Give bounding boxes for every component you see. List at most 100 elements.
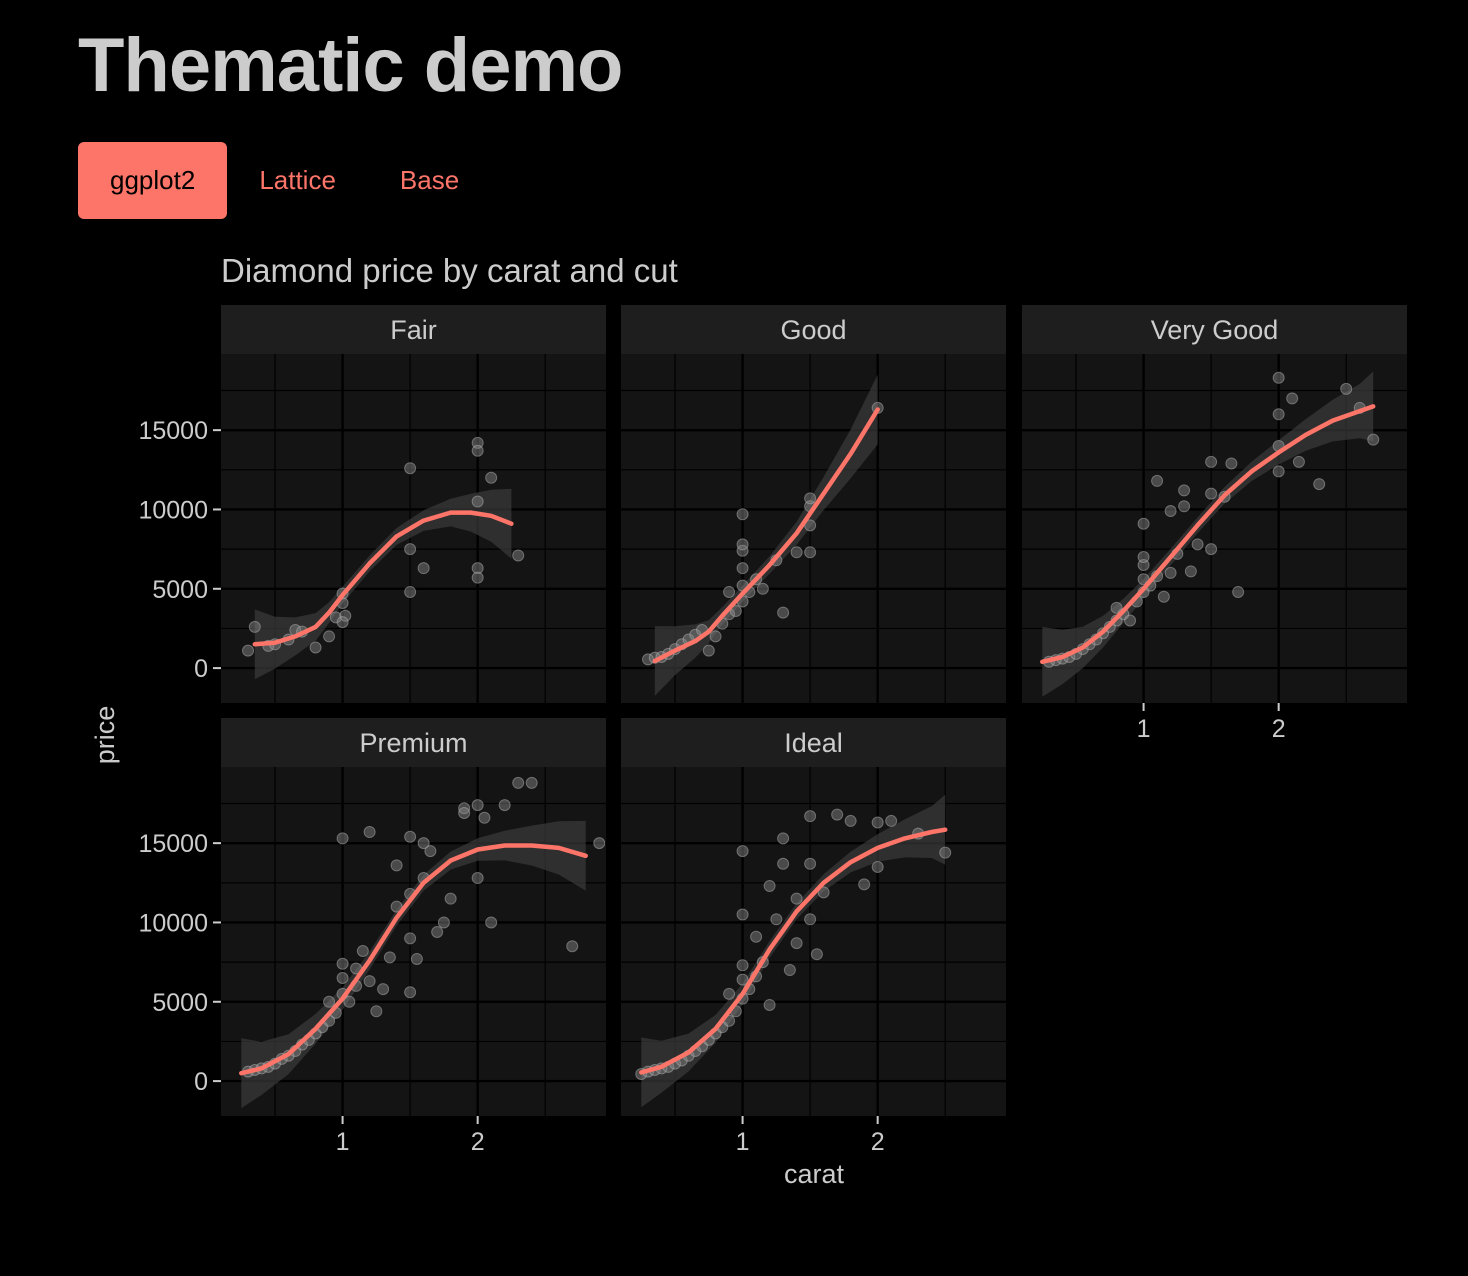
data-point: [512, 776, 525, 789]
data-point: [417, 837, 430, 850]
data-point: [770, 913, 783, 926]
y-axis-label: price: [90, 706, 120, 765]
data-point: [831, 808, 844, 821]
facet-strip: [221, 305, 606, 354]
facet-strip-label: Fair: [390, 315, 437, 345]
data-point: [404, 462, 417, 475]
data-point: [356, 945, 369, 958]
data-point: [844, 814, 857, 827]
data-point: [1124, 614, 1137, 627]
data-point: [790, 937, 803, 950]
x-tick-label: 2: [1272, 715, 1286, 743]
data-point: [410, 952, 423, 965]
facet-strip: [221, 718, 606, 767]
data-point: [736, 959, 749, 972]
data-point: [1205, 487, 1218, 500]
data-point: [804, 492, 817, 505]
facet-strip-label: Premium: [359, 728, 467, 758]
data-point: [390, 900, 403, 913]
page-title: Thematic demo: [78, 23, 623, 108]
data-point: [471, 799, 484, 812]
data-point: [478, 811, 491, 824]
data-point: [248, 620, 261, 633]
data-point: [777, 857, 790, 870]
data-point: [329, 611, 342, 624]
data-point: [763, 879, 776, 892]
data-point: [1232, 585, 1245, 598]
data-point: [471, 562, 484, 575]
data-point: [404, 585, 417, 598]
tab-ggplot2[interactable]: ggplot2: [78, 142, 228, 219]
data-point: [343, 995, 356, 1008]
tab-lattice[interactable]: Lattice: [259, 165, 336, 195]
data-point: [336, 957, 349, 970]
confidence-band: [654, 374, 878, 696]
data-point: [424, 845, 437, 858]
data-point: [736, 562, 749, 575]
x-tick-label: 2: [871, 1128, 885, 1156]
x-tick-label: 2: [471, 1128, 485, 1156]
facet-good: Good: [621, 305, 1006, 703]
data-point: [723, 987, 736, 1000]
data-point: [512, 549, 525, 562]
data-point: [1292, 455, 1305, 468]
data-point: [1151, 474, 1164, 487]
y-tick-label: 10000: [138, 496, 208, 524]
data-point: [702, 644, 715, 657]
x-tick-label: 1: [336, 1128, 350, 1156]
data-point: [458, 807, 471, 820]
y-tick-label: 15000: [138, 830, 208, 858]
data-point: [1178, 484, 1191, 497]
data-point: [1286, 392, 1299, 405]
data-point: [736, 508, 749, 521]
y-tick-label: 5000: [152, 576, 208, 604]
tab-base[interactable]: Base: [399, 165, 460, 195]
y-tick-label: 5000: [152, 989, 208, 1017]
data-point: [1157, 590, 1170, 603]
data-point: [723, 585, 736, 598]
data-point: [404, 986, 417, 999]
y-tick-label: 0: [194, 1068, 208, 1096]
confidence-band: [1042, 371, 1374, 697]
data-point: [1191, 538, 1204, 551]
chart-title: Diamond price by carat and cut: [221, 252, 678, 289]
data-point: [804, 810, 817, 823]
data-point: [323, 630, 336, 643]
data-point: [871, 816, 884, 829]
data-point: [417, 562, 430, 575]
data-point: [790, 546, 803, 559]
x-axis-label: carat: [784, 1159, 845, 1189]
y-tick-label: 0: [194, 655, 208, 683]
data-point: [763, 998, 776, 1011]
smooth-line: [252, 510, 514, 647]
data-point: [783, 964, 796, 977]
data-point: [242, 644, 255, 657]
facet-strip-label: Ideal: [784, 728, 843, 758]
data-point: [471, 444, 484, 457]
data-point: [736, 973, 749, 986]
data-point: [871, 860, 884, 873]
data-point: [1137, 551, 1150, 564]
facet-strip: [621, 718, 1006, 767]
data-point: [377, 983, 390, 996]
data-point: [471, 872, 484, 885]
data-point: [498, 799, 511, 812]
data-point: [1205, 543, 1218, 556]
y-tick-label: 10000: [138, 909, 208, 937]
data-point: [471, 495, 484, 508]
facet-strip: [621, 305, 1006, 354]
data-point: [363, 826, 376, 839]
data-point: [1313, 478, 1326, 491]
facet-premium: Premium 0 5000 10000 15000 1 2: [138, 718, 606, 1156]
data-point: [1164, 505, 1177, 518]
data-point: [404, 543, 417, 556]
data-point: [444, 892, 457, 905]
data-point: [885, 814, 898, 827]
data-point: [750, 930, 763, 943]
data-point: [323, 995, 336, 1008]
data-point: [390, 859, 403, 872]
data-point: [525, 776, 538, 789]
data-point: [1340, 382, 1353, 395]
confidence-band: [254, 488, 512, 680]
